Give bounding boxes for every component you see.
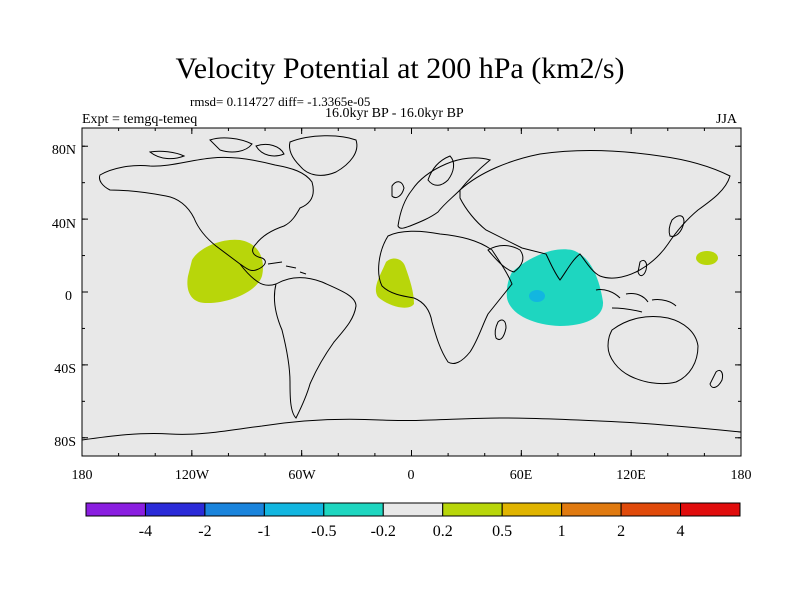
coastline-asia	[459, 149, 731, 281]
coastline-arabia	[487, 245, 524, 273]
coastline-south-america	[273, 277, 357, 419]
period-label: 16.0kyr BP - 16.0kyr BP	[325, 106, 464, 121]
coastline-caribbean	[267, 261, 307, 275]
colorbar-label: 4	[677, 523, 685, 540]
coastline-japan	[668, 215, 685, 237]
lat-label-40s: 40S	[54, 362, 76, 377]
anomaly-regions	[187, 239, 718, 326]
colorbar-swatch	[204, 502, 265, 517]
lat-label-80s: 80S	[54, 435, 76, 450]
stats-line: rmsd= 0.114727 diff= -1.3365e-05	[190, 94, 371, 109]
colorbar-swatch	[501, 502, 563, 517]
coastline-africa	[378, 230, 513, 365]
colorbar-label: -0.5	[311, 523, 336, 540]
experiment-label: Expt = temgq-temeq	[82, 112, 198, 127]
coastline-madagascar	[494, 319, 507, 341]
coastline-indonesia	[595, 289, 677, 313]
colorbar-label: 0.2	[433, 523, 453, 540]
lon-label-180w: 180	[72, 468, 93, 483]
positive-anomaly-west-pacific	[696, 251, 718, 265]
lat-label-eq: 0	[65, 289, 72, 304]
colorbar-swatch	[144, 502, 206, 517]
coastline-arctic-islands	[148, 137, 285, 160]
coastline-australia	[607, 316, 699, 385]
season-label: JJA	[716, 112, 738, 127]
colorbar-swatch	[263, 502, 325, 517]
colorbar-swatch	[442, 502, 503, 517]
lon-label-120e: 120E	[616, 468, 646, 483]
colorbar	[85, 502, 741, 517]
colorbar-label: 2	[617, 523, 625, 540]
positive-anomaly-east-pacific	[187, 239, 264, 304]
colorbar-label: -0.2	[371, 523, 396, 540]
positive-anomaly-tropical-atlantic	[375, 258, 414, 308]
colorbar-swatch	[620, 502, 682, 517]
lon-label-120w: 120W	[175, 468, 210, 483]
latitude-labels: 80N 40N 0 40S 80S	[52, 143, 76, 450]
colorbar-swatch	[561, 502, 622, 517]
lat-label-80n: 80N	[52, 143, 76, 158]
strong-negative-anomaly-core	[529, 290, 545, 302]
lon-label-60e: 60E	[510, 468, 533, 483]
colorbar-labels: -4 -2 -1 -0.5 -0.2 0.2 0.5 1 2 4	[139, 523, 685, 540]
lat-label-40n: 40N	[52, 217, 76, 232]
coastline-central-america	[239, 263, 277, 286]
coastline-greenland	[289, 135, 358, 176]
colorbar-swatch	[85, 502, 146, 517]
colorbar-label: -4	[139, 523, 152, 540]
lon-label-0: 0	[408, 468, 415, 483]
lon-label-180e: 180	[731, 468, 752, 483]
coastline-europe	[397, 157, 492, 229]
coastline-antarctica	[81, 417, 742, 441]
coastlines	[81, 135, 742, 441]
colorbar-label: 1	[558, 523, 566, 540]
map-title: Velocity Potential at 200 hPa (km2/s)	[175, 52, 625, 85]
coastline-north-america	[99, 157, 314, 271]
axis-ticks	[81, 128, 742, 456]
colorbar-label: 0.5	[492, 523, 512, 540]
longitude-labels: 180 120W 60W 0 60E 120E 180	[72, 468, 752, 483]
colorbar-swatch	[680, 502, 741, 517]
lon-label-60w: 60W	[288, 468, 316, 483]
coastline-philippines	[637, 259, 647, 277]
colorbar-swatch	[323, 502, 384, 517]
coastline-uk	[391, 181, 405, 199]
colorbar-swatch	[382, 502, 444, 517]
colorbar-label: -1	[258, 523, 271, 540]
negative-anomaly-indian-ocean	[506, 249, 604, 326]
coastline-new-zealand	[709, 369, 723, 388]
colorbar-label: -2	[198, 523, 211, 540]
coastline-scandinavia	[427, 155, 455, 186]
